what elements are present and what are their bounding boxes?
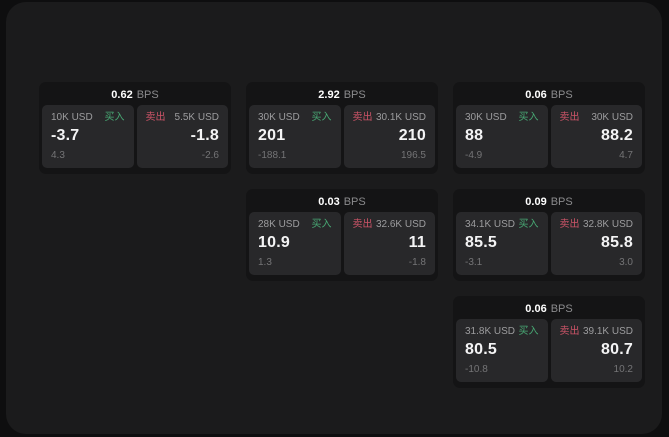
bps-value: 0.62 (111, 89, 133, 101)
buy-tag: 买入 (518, 112, 539, 123)
sell-size: 5.5K USD (174, 112, 219, 123)
buy-price: 10.9 (258, 234, 290, 251)
buy-tag: 买入 (104, 112, 125, 123)
buy-price: 80.5 (465, 341, 497, 358)
bps-header: 0.62 BPS (42, 85, 228, 105)
sell-delta: 3.0 (619, 257, 633, 268)
bps-header: 2.92 BPS (249, 85, 435, 105)
buy-delta: -3.1 (465, 257, 483, 268)
sell-quote-panel[interactable]: 卖出 30.1K USD 210 196.5 (343, 105, 435, 168)
buy-tag: 买入 (518, 326, 539, 337)
sell-price: 210 (398, 127, 426, 144)
buy-delta: -4.9 (465, 150, 483, 161)
buy-size: 30K USD (465, 112, 507, 123)
buy-delta: -10.8 (465, 364, 488, 375)
buy-delta: -188.1 (258, 150, 287, 161)
buy-quote-panel[interactable]: 10K USD 买入 -3.7 4.3 (42, 105, 134, 168)
sell-size: 32.8K USD (582, 219, 633, 230)
buy-size: 28K USD (258, 219, 300, 230)
buy-size: 34.1K USD (465, 219, 516, 230)
buy-quote-panel[interactable]: 30K USD 买入 201 -188.1 (249, 105, 341, 168)
buy-price: 201 (258, 127, 286, 144)
buy-size: 31.8K USD (465, 326, 516, 337)
bps-header: 0.09 BPS (456, 192, 642, 212)
buy-quote-panel[interactable]: 34.1K USD 买入 85.5 -3.1 (456, 212, 548, 275)
buy-delta: 1.3 (258, 257, 272, 268)
bps-value: 2.92 (318, 89, 340, 101)
sell-price: 85.8 (601, 234, 633, 251)
quote-card: 0.06 BPS 31.8K USD 买入 80.5 -10.8 卖 (453, 296, 645, 388)
sell-tag: 卖出 (352, 112, 373, 123)
buy-quote-panel[interactable]: 28K USD 买入 10.9 1.3 (249, 212, 341, 275)
buy-delta: 4.3 (51, 150, 65, 161)
buy-tag: 买入 (518, 219, 539, 230)
sell-tag: 卖出 (145, 112, 166, 123)
bps-value: 0.09 (525, 196, 547, 208)
sell-delta: -2.6 (201, 150, 219, 161)
sell-delta: 196.5 (400, 150, 426, 161)
sell-price: -1.8 (190, 127, 219, 144)
quote-card: 0.09 BPS 34.1K USD 买入 85.5 -3.1 卖出 (453, 189, 645, 281)
buy-quote-panel[interactable]: 31.8K USD 买入 80.5 -10.8 (456, 319, 548, 382)
sell-size: 32.6K USD (375, 219, 426, 230)
sell-tag: 卖出 (559, 112, 580, 123)
quotes-panel: 0.62 BPS 10K USD 买入 -3.7 4.3 卖出 (6, 2, 662, 434)
sell-delta: 4.7 (619, 150, 633, 161)
bps-unit-label: BPS (343, 89, 366, 101)
sell-price: 88.2 (601, 127, 633, 144)
sell-tag: 卖出 (559, 326, 580, 337)
buy-quote-panel[interactable]: 30K USD 买入 88 -4.9 (456, 105, 548, 168)
sell-delta: -1.8 (408, 257, 426, 268)
quote-card: 0.03 BPS 28K USD 买入 10.9 1.3 卖出 (246, 189, 438, 281)
sell-price: 11 (408, 234, 426, 251)
bps-header: 0.03 BPS (249, 192, 435, 212)
sell-size: 30K USD (591, 112, 633, 123)
buy-price: -3.7 (51, 127, 80, 144)
bps-value: 0.06 (525, 303, 547, 315)
sell-tag: 卖出 (352, 219, 373, 230)
buy-size: 30K USD (258, 112, 300, 123)
quote-card: 0.06 BPS 30K USD 买入 88 -4.9 卖出 (453, 82, 645, 174)
sell-quote-panel[interactable]: 卖出 32.6K USD 11 -1.8 (343, 212, 435, 275)
sell-quote-panel[interactable]: 卖出 32.8K USD 85.8 3.0 (550, 212, 642, 275)
sell-price: 80.7 (601, 341, 633, 358)
buy-size: 10K USD (51, 112, 93, 123)
sell-quote-panel[interactable]: 卖出 5.5K USD -1.8 -2.6 (136, 105, 228, 168)
sell-quote-panel[interactable]: 卖出 30K USD 88.2 4.7 (550, 105, 642, 168)
sell-size: 30.1K USD (375, 112, 426, 123)
buy-tag: 买入 (311, 112, 332, 123)
bps-unit-label: BPS (343, 196, 366, 208)
buy-price: 85.5 (465, 234, 497, 251)
quote-card: 0.62 BPS 10K USD 买入 -3.7 4.3 卖出 (39, 82, 231, 174)
bps-header: 0.06 BPS (456, 85, 642, 105)
bps-value: 0.03 (318, 196, 340, 208)
bps-unit-label: BPS (550, 89, 573, 101)
quote-card: 2.92 BPS 30K USD 买入 201 -188.1 卖出 (246, 82, 438, 174)
sell-quote-panel[interactable]: 卖出 39.1K USD 80.7 10.2 (550, 319, 642, 382)
bps-unit-label: BPS (550, 303, 573, 315)
buy-tag: 买入 (311, 219, 332, 230)
bps-value: 0.06 (525, 89, 547, 101)
bps-unit-label: BPS (550, 196, 573, 208)
quote-card-grid: 0.62 BPS 10K USD 买入 -3.7 4.3 卖出 (39, 82, 645, 388)
sell-delta: 10.2 (613, 364, 633, 375)
bps-header: 0.06 BPS (456, 299, 642, 319)
buy-price: 88 (465, 127, 484, 144)
sell-size: 39.1K USD (582, 326, 633, 337)
sell-tag: 卖出 (559, 219, 580, 230)
bps-unit-label: BPS (136, 89, 159, 101)
